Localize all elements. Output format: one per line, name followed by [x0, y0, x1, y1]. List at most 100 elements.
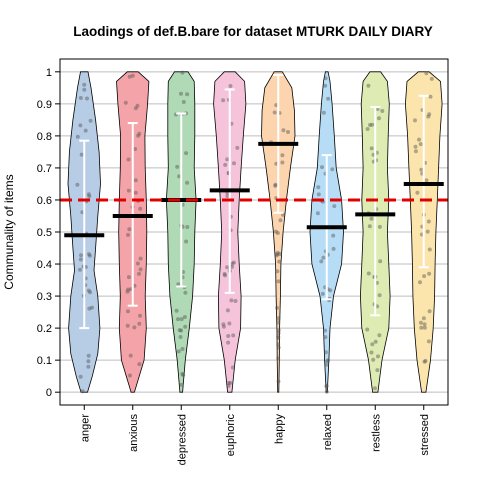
- data-point: [275, 250, 280, 255]
- data-point: [126, 287, 131, 292]
- data-point: [182, 315, 187, 319]
- data-point: [316, 192, 321, 197]
- data-point: [425, 229, 430, 234]
- data-point: [370, 342, 375, 347]
- data-point: [87, 306, 92, 311]
- data-point: [235, 145, 240, 150]
- data-point: [226, 340, 231, 345]
- data-point: [413, 118, 417, 123]
- data-point: [137, 131, 142, 136]
- data-point: [377, 293, 382, 298]
- data-point: [316, 185, 321, 190]
- data-point: [232, 161, 236, 166]
- data-point: [228, 84, 233, 88]
- data-point: [326, 96, 331, 101]
- data-point: [273, 182, 278, 187]
- data-point: [126, 188, 131, 193]
- y-tick-label: 0.9: [37, 99, 52, 111]
- data-point: [380, 109, 385, 113]
- data-point: [365, 127, 370, 131]
- data-point: [87, 194, 92, 199]
- y-tick-label: 0.4: [37, 259, 52, 271]
- data-point: [323, 335, 328, 340]
- data-point: [78, 257, 83, 262]
- data-point: [176, 349, 181, 354]
- violin-body: [261, 71, 296, 393]
- data-point: [426, 219, 431, 224]
- data-point: [328, 288, 333, 293]
- data-point: [370, 122, 375, 127]
- data-point: [223, 273, 227, 278]
- data-point: [422, 325, 427, 330]
- data-point: [366, 271, 371, 276]
- data-point: [176, 317, 180, 322]
- data-point: [78, 123, 83, 128]
- data-point: [274, 253, 279, 258]
- data-point: [88, 118, 93, 123]
- data-point: [323, 76, 328, 81]
- data-point: [138, 206, 143, 211]
- data-point: [225, 157, 230, 162]
- data-point: [185, 180, 190, 185]
- data-point: [230, 365, 235, 370]
- data-point: [426, 114, 431, 119]
- data-point: [378, 259, 383, 264]
- data-point: [369, 350, 374, 355]
- data-point: [86, 192, 91, 197]
- data-point: [277, 259, 282, 264]
- y-tick-label: 1: [46, 67, 52, 79]
- data-point: [427, 112, 432, 117]
- data-point: [137, 362, 142, 367]
- data-point: [78, 267, 82, 272]
- data-point: [371, 357, 376, 362]
- data-point: [324, 383, 329, 388]
- data-point: [230, 264, 234, 269]
- data-point: [87, 253, 92, 258]
- data-point: [320, 291, 325, 296]
- data-point: [184, 239, 189, 244]
- x-tick-label: restless: [370, 414, 382, 452]
- axes: 0 0.1 0.2 0.3 0.4 0.5 0.6 0.7 0.8 0.9 1 anger anxiou…: [37, 67, 431, 466]
- data-point: [276, 356, 281, 361]
- data-point: [367, 224, 372, 229]
- data-point: [177, 174, 182, 179]
- data-point: [79, 152, 84, 157]
- data-point: [417, 137, 421, 142]
- data-point: [133, 178, 138, 183]
- data-point: [138, 267, 143, 272]
- x-tick-label: depressed: [176, 414, 188, 465]
- data-point: [373, 386, 377, 391]
- violin-relaxed: [306, 71, 347, 394]
- data-point: [276, 336, 281, 340]
- violin-euphoric: [209, 71, 250, 393]
- data-point: [276, 328, 281, 333]
- data-point: [418, 142, 423, 147]
- data-point: [83, 128, 88, 133]
- data-point: [275, 269, 280, 274]
- data-point: [323, 350, 328, 355]
- data-point: [276, 334, 281, 339]
- data-point: [126, 309, 130, 314]
- violin-anger: [64, 71, 105, 394]
- data-point: [178, 335, 183, 339]
- y-tick-label: 0: [46, 387, 52, 399]
- data-point: [281, 128, 286, 133]
- y-tick-label: 0.7: [37, 163, 52, 175]
- data-point: [179, 317, 184, 322]
- data-point: [130, 73, 135, 78]
- data-point: [82, 87, 87, 92]
- data-point: [180, 371, 185, 376]
- data-point: [415, 190, 420, 195]
- data-point: [135, 261, 140, 266]
- data-point: [321, 255, 326, 260]
- data-point: [281, 212, 285, 217]
- y-axis-label: Communality of items: [2, 174, 16, 289]
- data-point: [377, 333, 382, 338]
- data-point: [331, 246, 336, 251]
- data-point: [324, 362, 329, 367]
- data-point: [126, 275, 131, 280]
- data-point: [88, 290, 93, 295]
- data-point: [177, 328, 182, 333]
- data-point: [181, 373, 186, 377]
- data-point: [185, 225, 190, 229]
